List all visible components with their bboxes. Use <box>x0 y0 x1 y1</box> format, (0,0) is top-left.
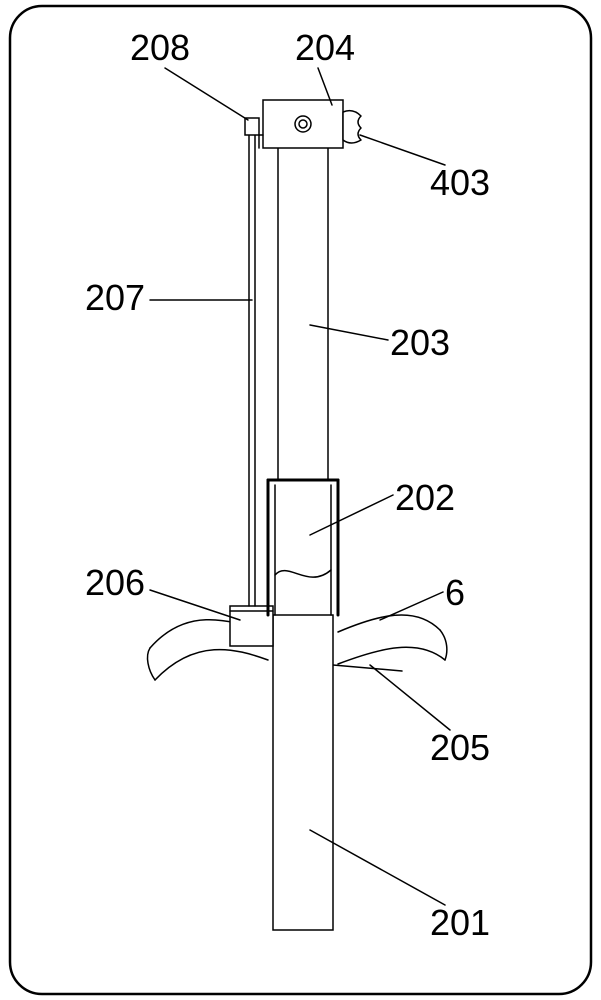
part-6-right-bottom <box>338 647 445 664</box>
label-l6: 6 <box>445 572 465 613</box>
leader-l205 <box>370 665 450 730</box>
label-l202: 202 <box>395 477 455 518</box>
part-204 <box>263 100 343 148</box>
part-6-right-break <box>440 630 447 660</box>
label-l207: 207 <box>85 277 145 318</box>
part-205 <box>333 665 402 671</box>
part-403 <box>343 111 361 143</box>
part-202-wave <box>275 570 331 577</box>
part-208 <box>245 118 259 135</box>
label-l201: 201 <box>430 902 490 943</box>
leader-l203 <box>310 325 388 340</box>
part-6-left-bottom <box>155 650 268 680</box>
leader-l202 <box>310 495 393 535</box>
part-6-left-break <box>148 648 155 680</box>
label-l203: 203 <box>390 322 450 363</box>
part-6-right-top <box>338 615 440 632</box>
label-l208: 208 <box>130 27 190 68</box>
technical-diagram: 208 204 403 207 203 202 206 6 205 201 <box>0 0 601 1000</box>
label-l403: 403 <box>430 162 490 203</box>
label-l204: 204 <box>295 27 355 68</box>
leader-l403 <box>360 135 445 165</box>
leader-l206 <box>150 590 240 620</box>
label-l205: 205 <box>430 727 490 768</box>
part-201 <box>273 615 333 930</box>
label-l206: 206 <box>85 562 145 603</box>
leader-l208 <box>165 68 248 120</box>
